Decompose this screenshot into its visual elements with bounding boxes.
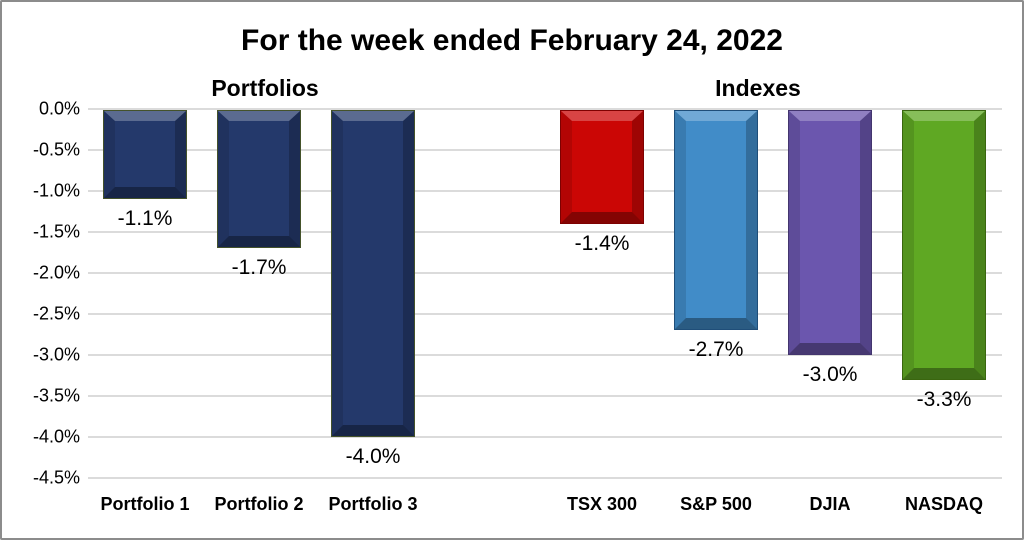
group-label-indexes: Indexes (715, 75, 801, 101)
bar-nasdaq (902, 110, 986, 380)
gridline (88, 313, 1002, 315)
group-label-portfolios: Portfolios (211, 75, 319, 101)
y-axis-tick-label: -4.5% (32, 467, 80, 488)
bar-value-label: -3.0% (802, 363, 858, 386)
bar-s-p-500 (674, 110, 758, 330)
y-axis-tick-label: -2.5% (32, 303, 80, 324)
y-axis-tick-label: -4.0% (32, 426, 80, 447)
bar-value-label: -1.1% (117, 207, 173, 230)
y-axis-tick-label: -3.0% (32, 344, 80, 365)
y-axis-tick-label: -3.5% (32, 385, 80, 406)
bar-value-label: -1.7% (231, 256, 287, 279)
gridline (88, 272, 1002, 274)
y-axis-tick-label: -2.0% (32, 262, 80, 283)
category-label-djia: DJIA (809, 494, 851, 514)
bar-bevel (903, 111, 985, 379)
gridline (88, 395, 1002, 397)
category-label-portfolio-1: Portfolio 1 (100, 494, 190, 514)
bar-value-label: -4.0% (345, 445, 401, 468)
y-axis-tick-label: -1.5% (32, 221, 80, 242)
category-label-portfolio-2: Portfolio 2 (214, 494, 304, 514)
bar-portfolio-2 (217, 110, 301, 248)
category-label-portfolio-3: Portfolio 3 (328, 494, 418, 514)
gridline (88, 436, 1002, 438)
gridline (88, 231, 1002, 233)
bar-bevel (675, 111, 757, 329)
bar-bevel (561, 111, 643, 223)
y-axis-tick-label: -1.0% (32, 180, 80, 201)
gridline (88, 190, 1002, 192)
gridline (88, 108, 1002, 110)
bar-value-label: -1.4% (574, 232, 630, 255)
chart-title: For the week ended February 24, 2022 (241, 24, 783, 57)
gridline (88, 477, 1002, 479)
bar-bevel (789, 111, 871, 354)
bar-djia (788, 110, 872, 355)
bar-bevel (332, 111, 414, 436)
category-label-tsx-300: TSX 300 (566, 494, 638, 514)
bar-value-label: -2.7% (688, 338, 744, 361)
category-label-nasdaq: NASDAQ (904, 494, 984, 514)
bar-value-label: -3.3% (916, 388, 972, 411)
bar-tsx-300 (560, 110, 644, 224)
y-axis-tick-label: 0.0% (38, 98, 80, 119)
y-axis-tick-label: -0.5% (32, 139, 80, 160)
bar-portfolio-3 (331, 110, 415, 437)
gridline (88, 354, 1002, 356)
bar-bevel (104, 111, 186, 198)
bar-bevel (218, 111, 300, 247)
gridline (88, 149, 1002, 151)
category-label-s-p-500: S&P 500 (680, 494, 752, 514)
bar-portfolio-1 (103, 110, 187, 199)
